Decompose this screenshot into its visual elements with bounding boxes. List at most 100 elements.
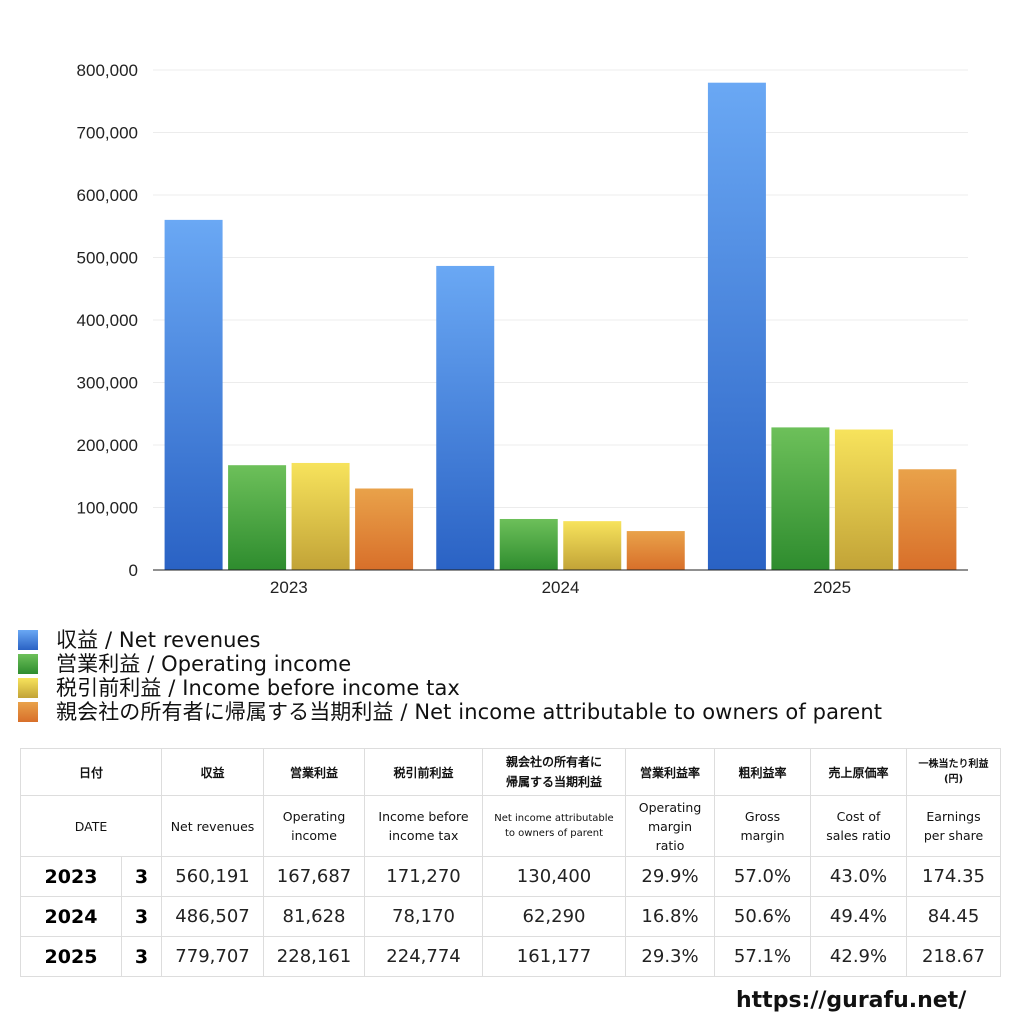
header-operating-income-en: Operating income — [263, 795, 366, 857]
header-net-income-en-line1: Net income attributable — [494, 813, 614, 824]
header-eps-en: Earnings per share — [906, 795, 1002, 857]
header-cost-ratio-en-line1: Cost of — [836, 809, 881, 824]
y-tick-label: 100,000 — [77, 499, 138, 518]
legend-item-operating-income: 営業利益 / Operating income — [18, 652, 882, 676]
header-date-jp: 日付 — [19, 748, 163, 796]
cell-revenues: 560,191 — [161, 856, 265, 897]
header-gross-margin-en-line2: margin — [740, 828, 785, 843]
cell-operating-margin: 29.9% — [625, 856, 716, 897]
bar-2025-series-1 — [707, 82, 766, 570]
header-eps-jp-line1: 一株当たり利益 — [918, 759, 989, 770]
header-net-income-jp: 親会社の所有者に 帰属する当期利益 — [482, 748, 627, 796]
cell-net-income: 161,177 — [482, 936, 627, 977]
cell-operating-margin: 29.3% — [625, 936, 716, 977]
y-tick-label: 200,000 — [77, 436, 138, 455]
cell-net-income: 62,290 — [482, 896, 627, 937]
cell-month: 3 — [120, 936, 163, 977]
cell-cost-ratio: 43.0% — [810, 856, 908, 897]
cell-year: 2024 — [20, 896, 122, 937]
header-cost-ratio-en: Cost of sales ratio — [810, 795, 908, 857]
cell-income-before-tax: 171,270 — [364, 856, 484, 897]
legend-label: 収益 / Net revenues — [56, 628, 261, 652]
header-operating-margin-en-line2: margin — [647, 818, 693, 834]
header-net-income-jp-line1: 親会社の所有者に — [506, 755, 603, 769]
header-operating-margin-jp: 営業利益率 — [625, 748, 716, 796]
header-cost-ratio-jp: 売上原価率 — [810, 748, 908, 796]
gridlines — [153, 69, 968, 508]
cell-revenues: 486,507 — [161, 896, 265, 937]
cell-cost-ratio: 42.9% — [810, 936, 908, 977]
legend-swatch-revenues — [18, 630, 38, 650]
cell-cost-ratio: 49.4% — [810, 896, 908, 937]
x-axis-ticks: 2023 2024 2025 — [270, 578, 851, 597]
cell-operating-margin: 16.8% — [625, 896, 716, 937]
header-eps-en-line1: Earnings — [926, 809, 981, 824]
header-gross-margin-en-line1: Gross — [744, 809, 781, 824]
cell-month: 3 — [120, 896, 163, 937]
bar-2024-series-3 — [563, 521, 622, 570]
y-tick-label: 700,000 — [77, 124, 138, 143]
cell-operating-income: 228,161 — [263, 936, 366, 977]
site-url-link[interactable]: https://gurafu.net/ — [736, 988, 967, 1013]
header-eps-jp-line2: (円) — [943, 774, 964, 785]
y-tick-label: 500,000 — [77, 249, 138, 268]
header-eps-jp: 一株当たり利益 (円) — [906, 748, 1002, 796]
table-row: 2023 3 560,191 167,687 171,270 130,400 2… — [20, 856, 1002, 897]
cell-income-before-tax: 78,170 — [364, 896, 484, 937]
header-operating-income-en-line2: income — [291, 828, 337, 843]
header-operating-income-en-line1: Operating — [282, 809, 346, 824]
legend-swatch-income-before-tax — [18, 678, 38, 698]
table-header-jp: 日付 収益 営業利益 税引前利益 親会社の所有者に 帰属する当期利益 営業利益率 … — [19, 748, 1002, 796]
bar-2023-series-3 — [291, 462, 350, 570]
header-operating-income-jp: 営業利益 — [263, 748, 366, 796]
bar-2025-series-2 — [771, 427, 830, 570]
cell-operating-income: 81,628 — [263, 896, 366, 937]
cell-operating-income: 167,687 — [263, 856, 366, 897]
cell-month: 3 — [120, 856, 163, 897]
cell-eps: 84.45 — [906, 896, 1002, 937]
legend-item-net-income: 親会社の所有者に帰属する当期利益 / Net income attributab… — [18, 700, 882, 724]
bar-2024-series-4 — [626, 531, 685, 570]
financial-table: 日付 収益 営業利益 税引前利益 親会社の所有者に 帰属する当期利益 営業利益率 … — [19, 748, 1002, 977]
header-eps-en-line2: per share — [923, 828, 984, 843]
header-income-before-tax-en-line1: Income before — [378, 809, 469, 824]
bar-2023-series-2 — [228, 465, 287, 570]
cell-year: 2025 — [20, 936, 122, 977]
header-revenues-en: Net revenues — [161, 795, 265, 857]
legend-swatch-operating-income — [18, 654, 38, 674]
y-tick-label: 0 — [129, 561, 138, 580]
y-tick-label: 600,000 — [77, 186, 138, 205]
x-tick-label: 2023 — [270, 578, 308, 597]
header-net-income-en: Net income attributable to owners of pare… — [482, 795, 627, 857]
legend-label: 親会社の所有者に帰属する当期利益 / Net income attributab… — [56, 700, 883, 724]
bar-2024-series-2 — [499, 518, 558, 570]
table-row: 2024 3 486,507 81,628 78,170 62,290 16.8… — [20, 896, 1002, 937]
bar-2024-series-1 — [436, 265, 495, 570]
header-gross-margin-jp: 粗利益率 — [714, 748, 812, 796]
bar-2023-series-4 — [355, 488, 414, 570]
cell-revenues: 779,707 — [161, 936, 265, 977]
header-income-before-tax-en: Income before income tax — [364, 795, 484, 857]
header-net-income-en-line2: to owners of parent — [504, 828, 604, 839]
bar-2023-series-1 — [164, 219, 223, 571]
legend-item-revenues: 収益 / Net revenues — [18, 628, 882, 652]
header-cost-ratio-en-line2: sales ratio — [826, 828, 891, 843]
cell-eps: 174.35 — [906, 856, 1002, 897]
legend-label: 税引前利益 / Income before income tax — [56, 676, 460, 700]
header-income-before-tax-jp: 税引前利益 — [364, 748, 484, 796]
cell-gross-margin: 57.0% — [714, 856, 812, 897]
cell-eps: 218.67 — [906, 936, 1002, 977]
bars — [164, 82, 957, 571]
header-operating-margin-en-line1: Operating — [638, 799, 702, 815]
header-income-before-tax-en-line2: income tax — [388, 828, 459, 843]
y-axis-ticks: 0 100,000 200,000 300,000 400,000 500,000 600,… — [77, 61, 138, 580]
y-tick-label: 800,000 — [77, 61, 138, 80]
header-operating-margin-en-line3: ratio — [655, 837, 685, 853]
legend-swatch-net-income — [18, 702, 38, 722]
bar-2025-series-4 — [898, 469, 957, 570]
legend-label: 営業利益 / Operating income — [56, 652, 352, 676]
cell-gross-margin: 57.1% — [714, 936, 812, 977]
table-header-en: DATE Net revenues Operating income Income… — [19, 795, 1002, 857]
x-tick-label: 2024 — [542, 578, 580, 597]
cell-year: 2023 — [20, 856, 122, 897]
